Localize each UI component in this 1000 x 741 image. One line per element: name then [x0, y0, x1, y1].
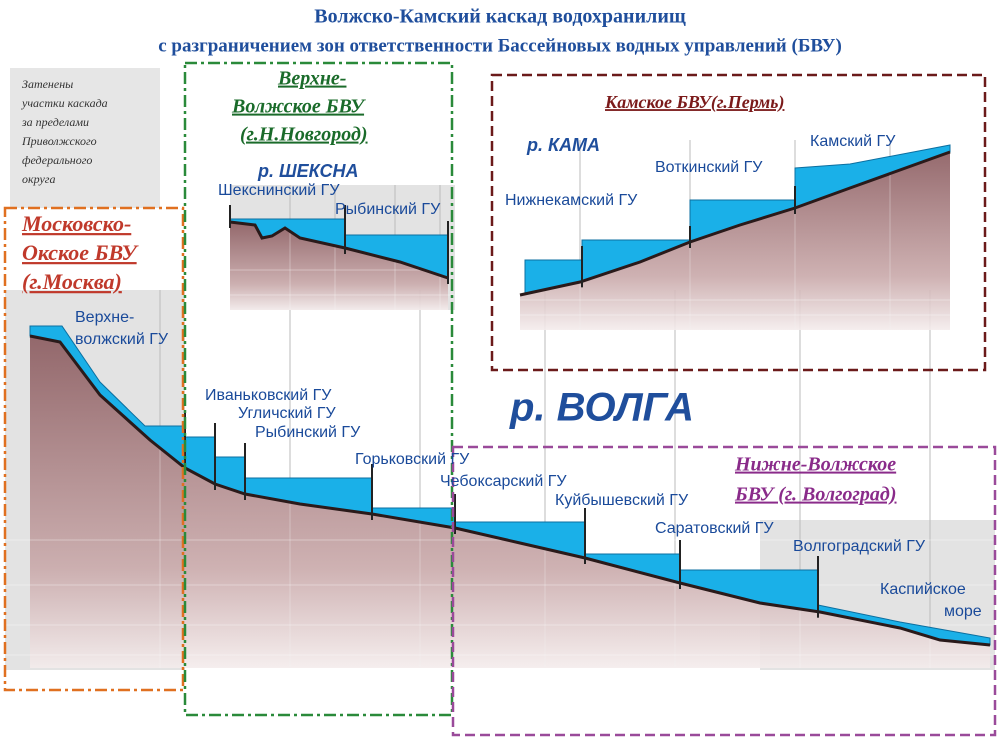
dam-label: Саратовский ГУ	[655, 520, 774, 537]
dam-label: Камский ГУ	[810, 133, 896, 150]
river-label: р. ВОЛГА	[509, 386, 694, 430]
dam-label: Угличский ГУ	[238, 405, 337, 422]
note-line: округа	[22, 172, 55, 186]
terrain	[520, 152, 950, 330]
dam-label: Каспийское	[880, 581, 966, 598]
dam-label: Волгоградский ГУ	[793, 538, 926, 555]
note-line: федерального	[22, 153, 92, 167]
zone-label: Камское БВУ(г.Пермь)	[604, 92, 784, 113]
river-bed	[519, 150, 951, 297]
terrain	[30, 336, 990, 668]
zone-label: Нижне-Волжское	[734, 454, 896, 476]
river-bed	[229, 220, 449, 280]
note-shade	[10, 68, 160, 208]
note-line: за пределами	[21, 115, 89, 129]
dam-label: Рыбинский ГУ	[335, 201, 441, 218]
dam-label: Куйбышевский ГУ	[555, 492, 689, 509]
zone-frame	[3, 206, 185, 692]
dam-label: Рыбинский ГУ	[255, 424, 361, 441]
note-line: Приволжского	[21, 134, 97, 148]
zone-label: Волжское БВУ	[231, 96, 366, 118]
dam-label: Иваньковский ГУ	[205, 387, 332, 404]
terrain	[230, 222, 448, 310]
dam-label: море	[944, 603, 982, 620]
dam-label: волжский ГУ	[75, 331, 169, 348]
labels: Затенены участки каскада за пределами Приво…	[21, 68, 982, 621]
dam-label: Горьковский ГУ	[355, 451, 470, 468]
river-label: р. ШЕКСНА	[257, 161, 358, 181]
note-line: участки каскада	[21, 96, 108, 110]
dam-label: Чебоксарский ГУ	[440, 473, 567, 490]
zone-label: (г.Москва)	[22, 269, 122, 294]
zone-label: Окское БВУ	[22, 240, 139, 265]
zone-frame	[490, 73, 987, 372]
river-label: р. КАМА	[526, 135, 600, 155]
river-bed	[29, 334, 991, 647]
zone-label: (г.Н.Новгород)	[240, 124, 368, 146]
subtitle: с разграничением зон ответственности Бас…	[158, 35, 842, 56]
zone-label: БВУ (г. Волгоград)	[734, 484, 897, 506]
title: Волжско-Камский каскад водохранилищ	[314, 6, 686, 28]
note-line: Затенены	[22, 77, 73, 91]
dam-label: Верхне-	[75, 309, 134, 326]
zone-frame	[451, 445, 997, 737]
zone-frame	[183, 61, 454, 717]
zone-label: Верхне-	[277, 68, 346, 90]
profile-layer	[5, 140, 995, 668]
zone-label: Московско-	[21, 211, 131, 236]
dam-label: Нижнекамский ГУ	[505, 192, 638, 209]
dam-label: Шекснинский ГУ	[218, 182, 340, 199]
dam-label: Воткинский ГУ	[655, 159, 763, 176]
